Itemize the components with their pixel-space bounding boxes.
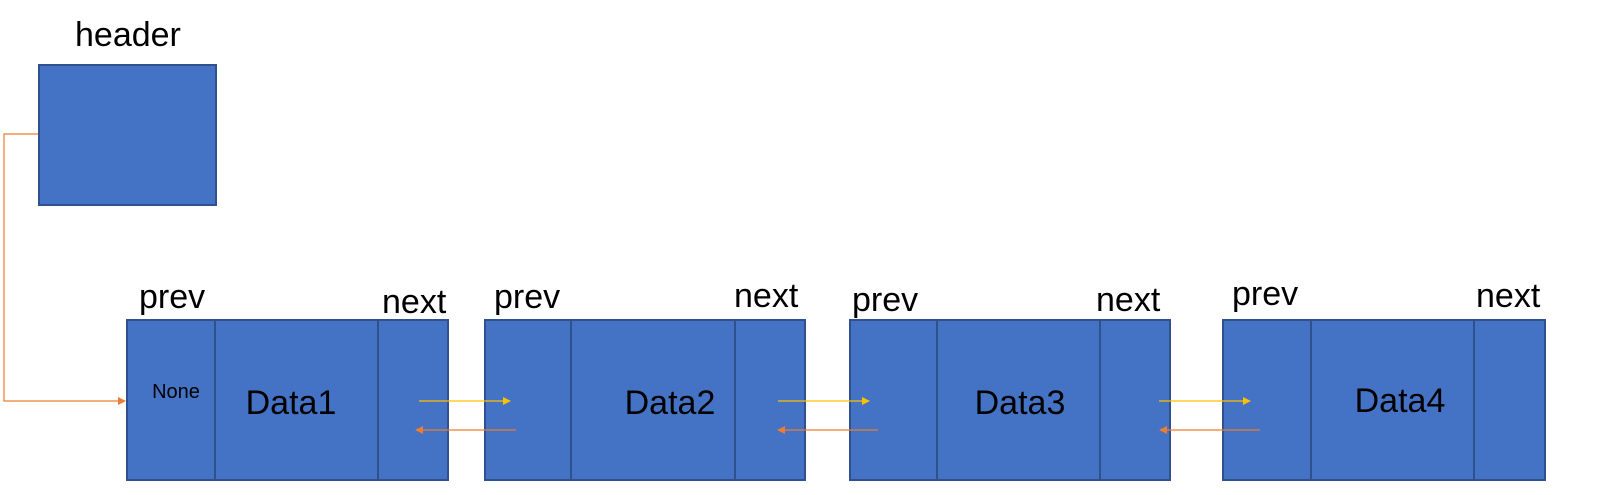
node-4-prev-label: prev <box>1232 275 1299 313</box>
node-1-prev-label: prev <box>139 278 206 316</box>
node-4-data-cell: Data4 <box>1312 321 1475 479</box>
node-2-prev-label: prev <box>494 278 561 316</box>
node-1-next-label: next <box>382 283 447 321</box>
node-1-prev-value: None <box>152 381 200 403</box>
node-4-data: Data4 <box>1354 382 1446 420</box>
node-3-data: Data3 <box>974 384 1066 422</box>
node-1-prev-cell: None <box>128 321 216 479</box>
node-3-next-label: next <box>1096 281 1161 319</box>
node-3: Data3 <box>849 319 1171 481</box>
node-3-prev-label: prev <box>852 281 919 319</box>
header-box <box>38 64 217 206</box>
header-label: header <box>75 16 181 54</box>
node-4: Data4 <box>1222 319 1546 481</box>
node-4-prev-cell <box>1224 321 1312 479</box>
node-2-next-cell <box>736 321 808 479</box>
node-2-data-cell: Data2 <box>572 321 736 479</box>
node-2-data: Data2 <box>624 384 716 422</box>
node-2: Data2 <box>484 319 806 481</box>
node-1: None Data1 <box>126 319 449 481</box>
node-1-next-cell <box>379 321 451 479</box>
node-3-data-cell: Data3 <box>938 321 1101 479</box>
node-4-next-cell <box>1475 321 1548 479</box>
node-2-prev-cell <box>486 321 572 479</box>
node-2-next-label: next <box>734 277 799 315</box>
node-4-next-label: next <box>1476 277 1541 315</box>
node-3-prev-cell <box>851 321 938 479</box>
node-1-data: Data1 <box>245 384 337 422</box>
node-3-next-cell <box>1101 321 1173 479</box>
node-1-data-cell: Data1 <box>216 321 379 479</box>
